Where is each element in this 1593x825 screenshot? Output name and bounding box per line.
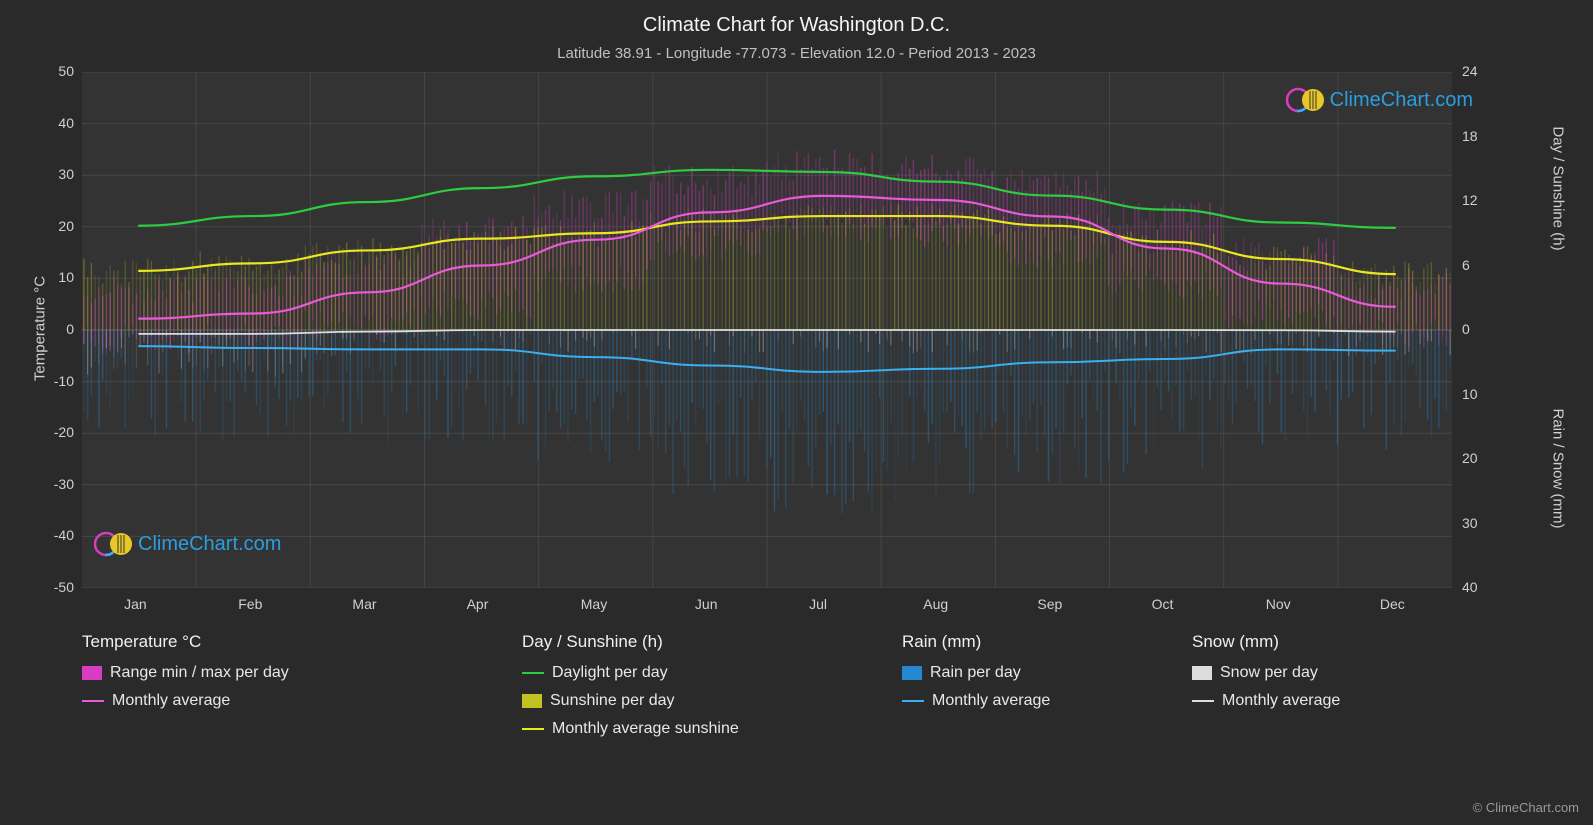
legend-group-title: Rain (mm) — [902, 632, 1192, 652]
legend-line-icon — [1192, 700, 1214, 703]
legend-line-icon — [522, 672, 544, 675]
legend-item-label: Monthly average — [932, 692, 1050, 710]
legend-item: Monthly average — [1192, 692, 1452, 710]
logo-text: ClimeChart.com — [1330, 89, 1473, 112]
right-bot-tick: 30 — [1462, 515, 1478, 531]
left-tick: 40 — [58, 115, 74, 131]
left-tick: 10 — [58, 269, 74, 285]
legend-line-icon — [82, 700, 104, 703]
chart-subtitle: Latitude 38.91 - Longitude -77.073 - Ele… — [0, 45, 1593, 62]
legend-group: Day / Sunshine (h) Daylight per day Sunshi… — [522, 632, 902, 748]
legend-line-icon — [902, 700, 924, 703]
left-tick: -40 — [54, 527, 74, 543]
right-top-axis-label: Day / Sunshine (h) — [1550, 109, 1567, 269]
logo-icon — [94, 530, 134, 558]
chart-title: Climate Chart for Washington D.C. — [0, 14, 1593, 37]
legend-item: Range min / max per day — [82, 664, 522, 682]
month-tick: Mar — [352, 596, 376, 612]
right-top-tick: 0 — [1462, 321, 1470, 337]
left-tick: 20 — [58, 218, 74, 234]
left-tick: -20 — [54, 424, 74, 440]
left-tick: -10 — [54, 373, 74, 389]
legend-group: Temperature °C Range min / max per day Mon… — [82, 632, 522, 748]
right-top-tick: 6 — [1462, 257, 1470, 273]
left-tick: 30 — [58, 166, 74, 182]
legend-item: Rain per day — [902, 664, 1192, 682]
legend-item-label: Snow per day — [1220, 664, 1318, 682]
left-tick: -50 — [54, 579, 74, 595]
legend-item-label: Daylight per day — [552, 664, 668, 682]
right-bot-axis-label: Rain / Snow (mm) — [1550, 389, 1567, 549]
left-axis-label: Temperature °C — [32, 259, 49, 399]
month-tick: Jun — [695, 596, 718, 612]
legend-item: Daylight per day — [522, 664, 902, 682]
month-tick: May — [581, 596, 607, 612]
legend: Temperature °C Range min / max per day Mon… — [82, 632, 1452, 748]
legend-swatch-icon — [82, 666, 102, 680]
month-tick: Oct — [1152, 596, 1174, 612]
month-tick: Jul — [809, 596, 827, 612]
right-top-tick: 18 — [1462, 128, 1478, 144]
legend-item-label: Range min / max per day — [110, 664, 289, 682]
month-tick: Aug — [923, 596, 948, 612]
logo-icon — [1286, 86, 1326, 114]
legend-item-label: Sunshine per day — [550, 692, 675, 710]
legend-group: Rain (mm) Rain per day Monthly average — [902, 632, 1192, 748]
legend-item: Monthly average sunshine — [522, 720, 902, 738]
right-bot-tick: 10 — [1462, 386, 1478, 402]
legend-group-title: Day / Sunshine (h) — [522, 632, 902, 652]
legend-item-label: Rain per day — [930, 664, 1021, 682]
legend-group: Snow (mm) Snow per day Monthly average — [1192, 632, 1452, 748]
legend-item: Sunshine per day — [522, 692, 902, 710]
month-tick: Apr — [467, 596, 489, 612]
legend-swatch-icon — [902, 666, 922, 680]
legend-item: Monthly average — [82, 692, 522, 710]
logo-top-right: ClimeChart.com — [1286, 86, 1473, 114]
month-tick: Dec — [1380, 596, 1405, 612]
legend-group-title: Snow (mm) — [1192, 632, 1452, 652]
right-bot-tick: 20 — [1462, 450, 1478, 466]
right-bot-tick: 40 — [1462, 579, 1478, 595]
legend-line-icon — [522, 728, 544, 731]
month-tick: Feb — [238, 596, 262, 612]
left-tick: 0 — [66, 321, 74, 337]
left-tick: 50 — [58, 63, 74, 79]
legend-group-title: Temperature °C — [82, 632, 522, 652]
legend-item: Snow per day — [1192, 664, 1452, 682]
logo-bottom-left: ClimeChart.com — [94, 530, 281, 558]
right-top-tick: 24 — [1462, 63, 1478, 79]
copyright-text: © ClimeChart.com — [1473, 800, 1579, 815]
month-tick: Jan — [124, 596, 147, 612]
month-tick: Sep — [1037, 596, 1062, 612]
logo-text: ClimeChart.com — [138, 533, 281, 556]
legend-swatch-icon — [522, 694, 542, 708]
legend-item-label: Monthly average sunshine — [552, 720, 739, 738]
left-tick: -30 — [54, 476, 74, 492]
legend-item-label: Monthly average — [112, 692, 230, 710]
month-tick: Nov — [1266, 596, 1291, 612]
legend-item-label: Monthly average — [1222, 692, 1340, 710]
plot-area — [82, 72, 1452, 588]
legend-swatch-icon — [1192, 666, 1212, 680]
legend-item: Monthly average — [902, 692, 1192, 710]
right-top-tick: 12 — [1462, 192, 1478, 208]
